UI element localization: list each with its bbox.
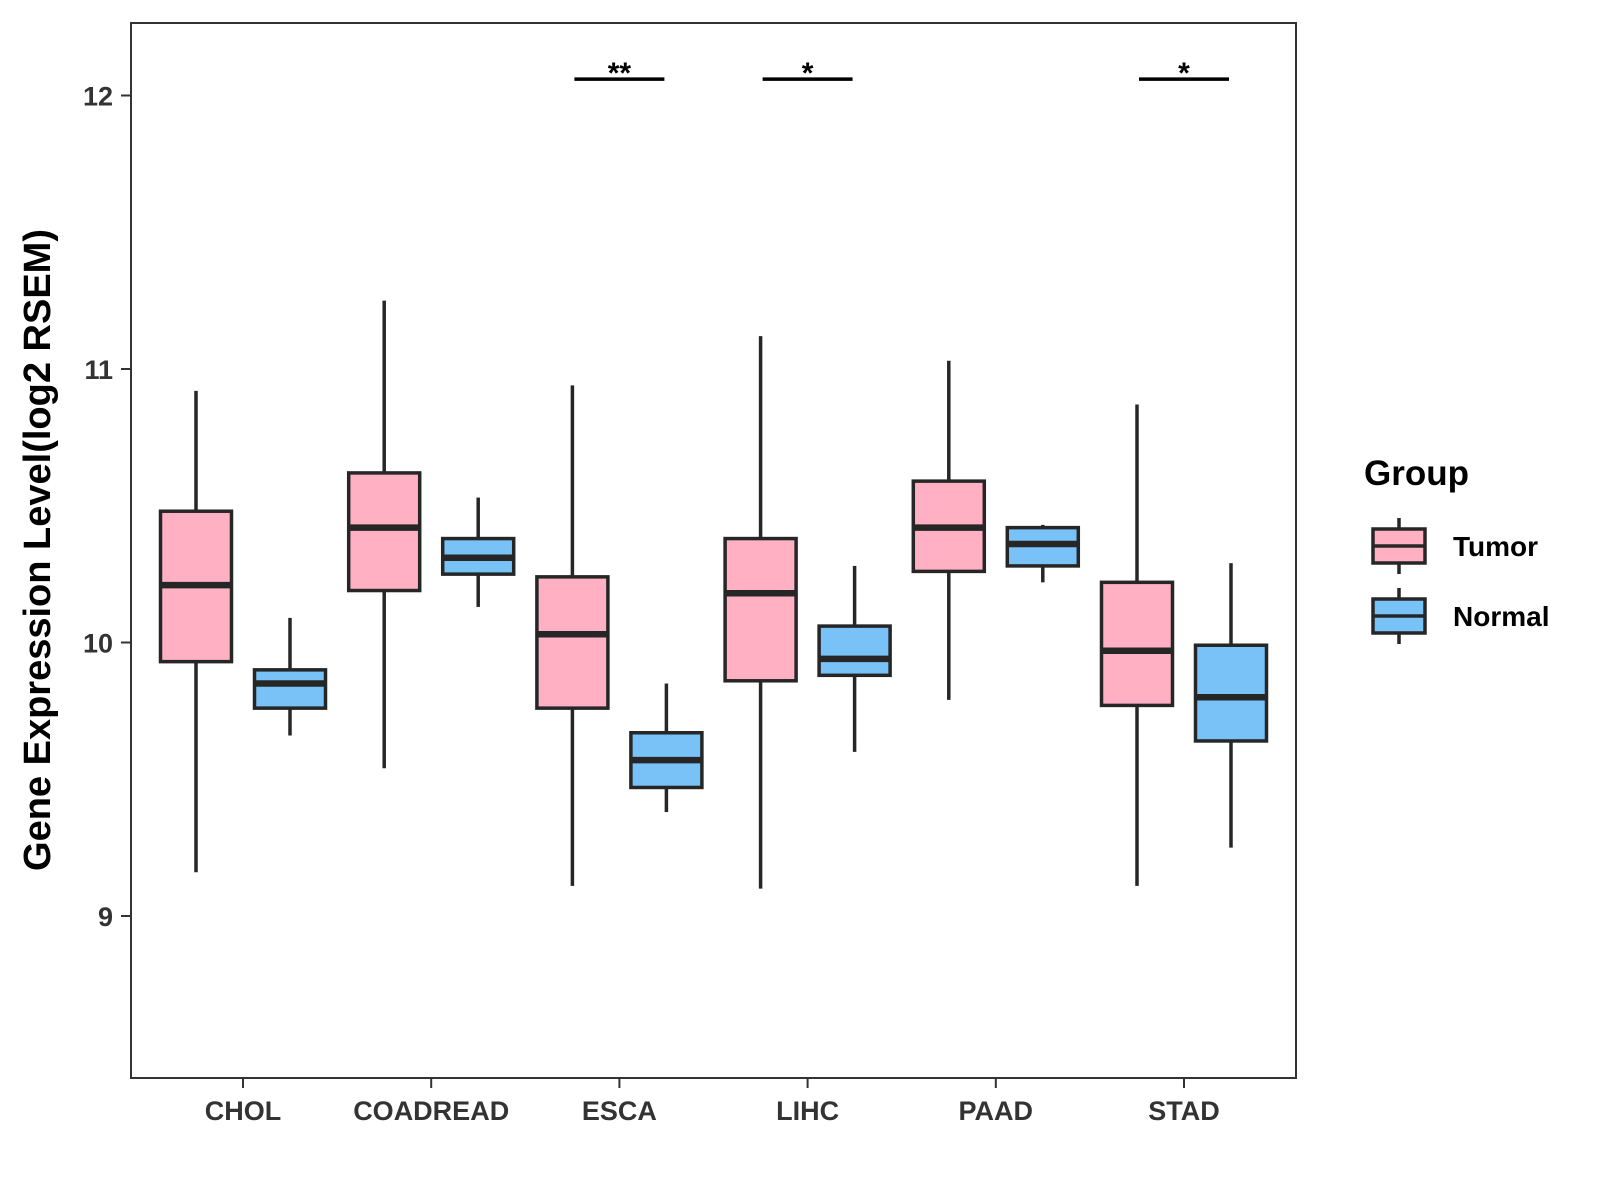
x-tick-label-coadread: COADREAD bbox=[353, 1096, 509, 1126]
box-lihc-normal bbox=[817, 565, 892, 752]
y-tick-label: 9 bbox=[98, 902, 113, 932]
significance-stad: * bbox=[1139, 57, 1229, 90]
y-tick-label: 10 bbox=[83, 629, 113, 659]
box-body bbox=[723, 536, 798, 683]
box-paad-normal bbox=[1005, 524, 1081, 583]
legend-keys bbox=[1371, 518, 1427, 644]
box-chol-tumor bbox=[158, 390, 234, 873]
significance-label: * bbox=[1178, 57, 1190, 90]
x-tick-label-chol: CHOL bbox=[205, 1096, 282, 1126]
legend-key-normal bbox=[1371, 588, 1427, 644]
significance-lihc: * bbox=[762, 57, 853, 90]
box-lihc-tumor bbox=[723, 336, 798, 889]
legend-label-normal: Normal bbox=[1453, 601, 1549, 632]
significance-label: * bbox=[802, 57, 814, 90]
box-body bbox=[346, 471, 422, 593]
box-chol-normal bbox=[252, 617, 328, 736]
legend-title: Group bbox=[1364, 454, 1469, 493]
box-body bbox=[252, 668, 328, 710]
box-paad-tumor bbox=[911, 360, 987, 700]
box-body bbox=[535, 575, 610, 710]
legend-key-tumor bbox=[1371, 518, 1427, 574]
box-body bbox=[1099, 580, 1175, 708]
box-coadread-tumor bbox=[346, 300, 422, 769]
x-tick-label-paad: PAAD bbox=[959, 1096, 1034, 1126]
box-body bbox=[817, 624, 892, 678]
x-tick-label-lihc: LIHC bbox=[776, 1096, 839, 1126]
box-stad-tumor bbox=[1099, 404, 1175, 886]
x-tick-label-stad: STAD bbox=[1148, 1096, 1220, 1126]
y-tick-label: 11 bbox=[84, 355, 113, 385]
box-stad-normal bbox=[1193, 563, 1269, 848]
significance-esca: ** bbox=[574, 57, 665, 90]
y-tick-label: 12 bbox=[83, 82, 113, 112]
x-tick-label-esca: ESCA bbox=[582, 1096, 657, 1126]
panel-border bbox=[130, 22, 1297, 1079]
box-esca-tumor bbox=[535, 385, 610, 886]
box-coadread-normal bbox=[440, 497, 516, 607]
plot-area: ** * * bbox=[158, 57, 1269, 889]
y-axis-title: Gene Expression Level(log2 RSEM) bbox=[17, 229, 59, 871]
significance-label: ** bbox=[608, 57, 632, 90]
legend-label-tumor: Tumor bbox=[1453, 531, 1538, 562]
box-esca-normal bbox=[629, 683, 704, 813]
legend: Group Tumor Normal bbox=[1364, 454, 1549, 644]
axes: 9 10 11 12 CHOL COADREAD ESCA LIHC PAAD STAD bbox=[83, 82, 1220, 1127]
box-body bbox=[1193, 643, 1269, 743]
